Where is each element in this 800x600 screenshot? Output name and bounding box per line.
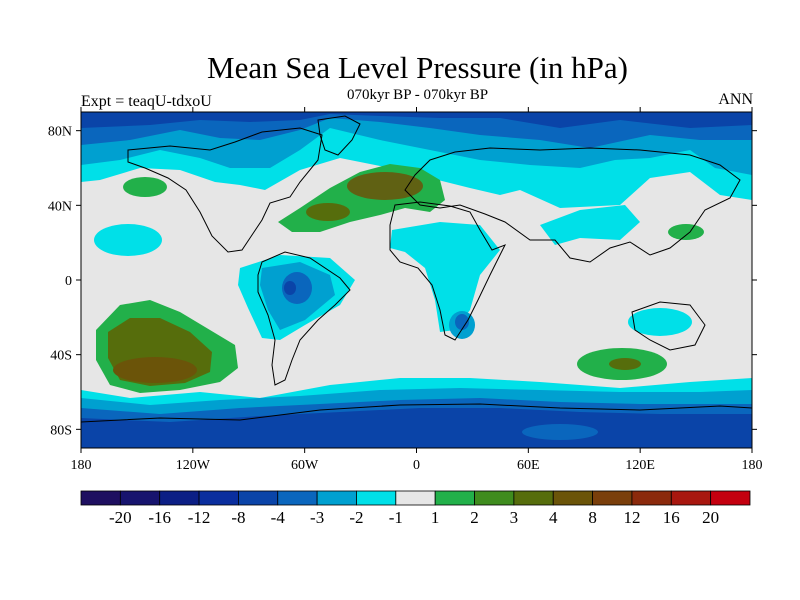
lat-tick-label: 0 bbox=[65, 274, 72, 289]
pressure-field bbox=[81, 112, 752, 448]
colorbar-label: -4 bbox=[271, 508, 286, 527]
asia-cyan bbox=[540, 205, 640, 245]
chart-subtitle: 070kyr BP - 070kyr BP bbox=[346, 87, 489, 103]
colorbar-label: 3 bbox=[510, 508, 519, 527]
colorbar-swatch bbox=[119, 490, 161, 506]
colorbar: -20 -16 -12 -8 -4 -3 -2 -1 1 2 3 4 8 12 16 20 bbox=[80, 490, 751, 527]
coast-north-america bbox=[127, 127, 323, 253]
coastlines bbox=[81, 115, 752, 423]
latitude-axis: 80N 40N 0 40S 80S bbox=[48, 125, 757, 438]
colorbar-label: 1 bbox=[431, 508, 440, 527]
lat-tick-label: 40N bbox=[48, 199, 72, 214]
colorbar-swatch bbox=[356, 490, 397, 506]
lon-tick-label: 120W bbox=[176, 458, 211, 473]
lat-tick-label: 40S bbox=[50, 349, 72, 364]
lon-tick-label: 60W bbox=[291, 458, 319, 473]
colorbar-label: 12 bbox=[623, 508, 640, 527]
season-label: ANN bbox=[718, 91, 753, 108]
colorbar-swatch bbox=[631, 490, 672, 506]
colorbar-swatch bbox=[474, 490, 515, 506]
colorbar-swatch bbox=[198, 490, 239, 506]
colorbar-label: -16 bbox=[148, 508, 171, 527]
colorbar-swatch bbox=[277, 490, 318, 506]
coast-eurasia bbox=[404, 147, 741, 263]
colorbar-label: 2 bbox=[470, 508, 479, 527]
colorbar-swatch bbox=[395, 490, 436, 506]
colorbar-label: 20 bbox=[702, 508, 719, 527]
lon-tick-label: 60E bbox=[517, 458, 540, 473]
colorbar-swatch bbox=[592, 490, 633, 506]
south-africa-darkblue bbox=[455, 314, 469, 330]
colorbar-label: -12 bbox=[188, 508, 211, 527]
antarctic-blue-patch bbox=[522, 424, 598, 440]
north-pacific-green bbox=[123, 177, 167, 197]
indian-ocean-olive bbox=[609, 358, 641, 370]
colorbar-swatch bbox=[238, 490, 279, 506]
coast-south-america bbox=[257, 251, 351, 386]
colorbar-swatch bbox=[710, 490, 751, 506]
lat-tick-label: 80N bbox=[48, 125, 72, 140]
coast-africa bbox=[389, 201, 507, 341]
colorbar-swatch bbox=[316, 490, 357, 506]
coast-greenland bbox=[317, 115, 361, 156]
longitude-axis: 180 120W 60W 0 60E 120E 180 bbox=[71, 107, 763, 473]
colorbar-label: -2 bbox=[349, 508, 363, 527]
colorbar-label: -20 bbox=[109, 508, 132, 527]
south-america-darkblue bbox=[284, 281, 296, 295]
colorbar-swatch bbox=[513, 490, 554, 506]
colorbar-label: -1 bbox=[389, 508, 403, 527]
east-pacific-cyan bbox=[94, 224, 162, 256]
lon-tick-label: 120E bbox=[625, 458, 655, 473]
experiment-label: Expt = teaqU-tdxoU bbox=[81, 93, 212, 110]
colorbar-swatch bbox=[670, 490, 712, 506]
coast-antarctica bbox=[81, 403, 752, 423]
colorbar-swatch bbox=[434, 490, 475, 506]
central-atlantic-olive bbox=[306, 203, 350, 221]
west-pacific-green bbox=[668, 224, 704, 240]
colorbar-label: 4 bbox=[549, 508, 558, 527]
australia-cyan bbox=[628, 308, 692, 336]
lon-tick-label: 180 bbox=[742, 458, 763, 473]
south-america-blue bbox=[282, 272, 312, 304]
africa-cyan bbox=[390, 222, 500, 332]
colorbar-swatch bbox=[159, 490, 200, 506]
colorbar-label: 16 bbox=[663, 508, 680, 527]
colorbar-swatch bbox=[552, 490, 593, 506]
coast-australia bbox=[631, 301, 706, 351]
north-atlantic-olive bbox=[347, 172, 423, 200]
lon-tick-label: 180 bbox=[71, 458, 92, 473]
colorbar-swatch bbox=[80, 490, 121, 506]
chart-title: Mean Sea Level Pressure (in hPa) bbox=[207, 50, 628, 85]
colorbar-label: -8 bbox=[231, 508, 245, 527]
lon-tick-label: 0 bbox=[413, 458, 420, 473]
lat-tick-label: 80S bbox=[50, 423, 72, 438]
colorbar-label: -3 bbox=[310, 508, 324, 527]
arctic-darkblue-band bbox=[81, 112, 752, 128]
colorbar-label: 8 bbox=[588, 508, 597, 527]
south-pacific-brown bbox=[113, 357, 197, 383]
